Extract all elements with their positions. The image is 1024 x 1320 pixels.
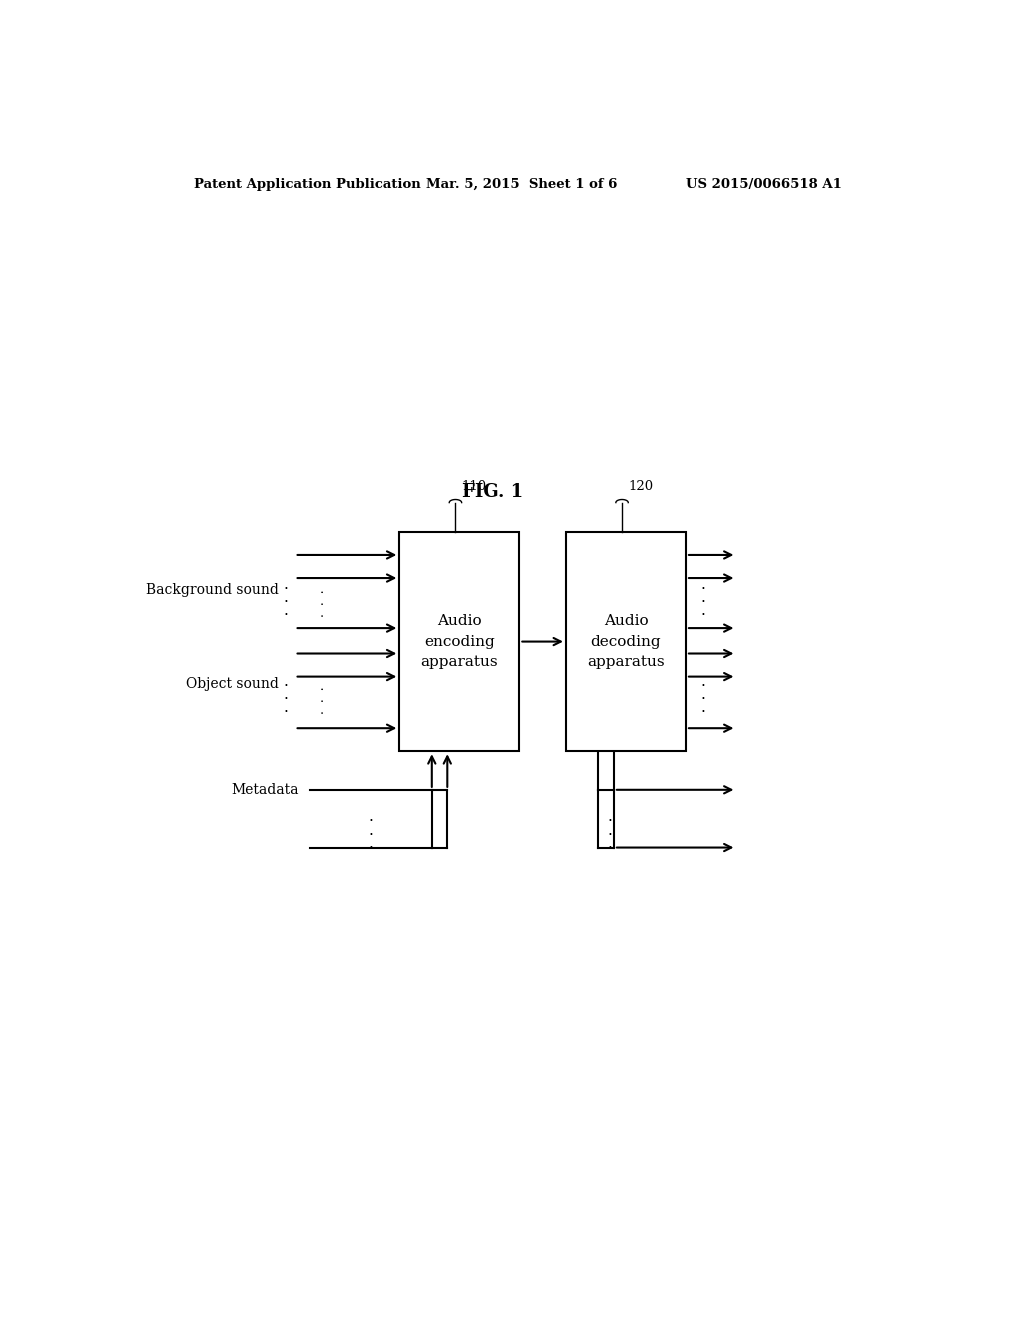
Text: Audio
encoding
apparatus: Audio encoding apparatus — [421, 614, 498, 669]
Text: Mar. 5, 2015  Sheet 1 of 6: Mar. 5, 2015 Sheet 1 of 6 — [426, 178, 617, 190]
Text: ·  ·  ·: · · · — [317, 686, 331, 714]
Text: ·
·
·: · · · — [700, 582, 706, 623]
Text: Metadata: Metadata — [231, 783, 299, 797]
Text: ·
·
·: · · · — [700, 678, 706, 721]
Text: 120: 120 — [629, 480, 653, 494]
Text: Patent Application Publication: Patent Application Publication — [194, 178, 421, 190]
Text: ·
·
·: · · · — [283, 678, 288, 721]
Text: ·
·
·: · · · — [283, 582, 288, 623]
Text: ·  ·  ·: · · · — [317, 589, 331, 616]
Bar — [399, 532, 519, 751]
Text: Object sound: Object sound — [186, 677, 280, 692]
Text: US 2015/0066518 A1: US 2015/0066518 A1 — [686, 178, 842, 190]
Text: ·
·
·: · · · — [369, 814, 374, 855]
Text: 110: 110 — [462, 480, 486, 494]
Text: ·
·
·: · · · — [607, 814, 612, 855]
Text: FIG. 1: FIG. 1 — [462, 483, 523, 502]
Text: Audio
decoding
apparatus: Audio decoding apparatus — [587, 614, 665, 669]
Bar — [566, 532, 686, 751]
Text: Background sound: Background sound — [146, 582, 280, 597]
